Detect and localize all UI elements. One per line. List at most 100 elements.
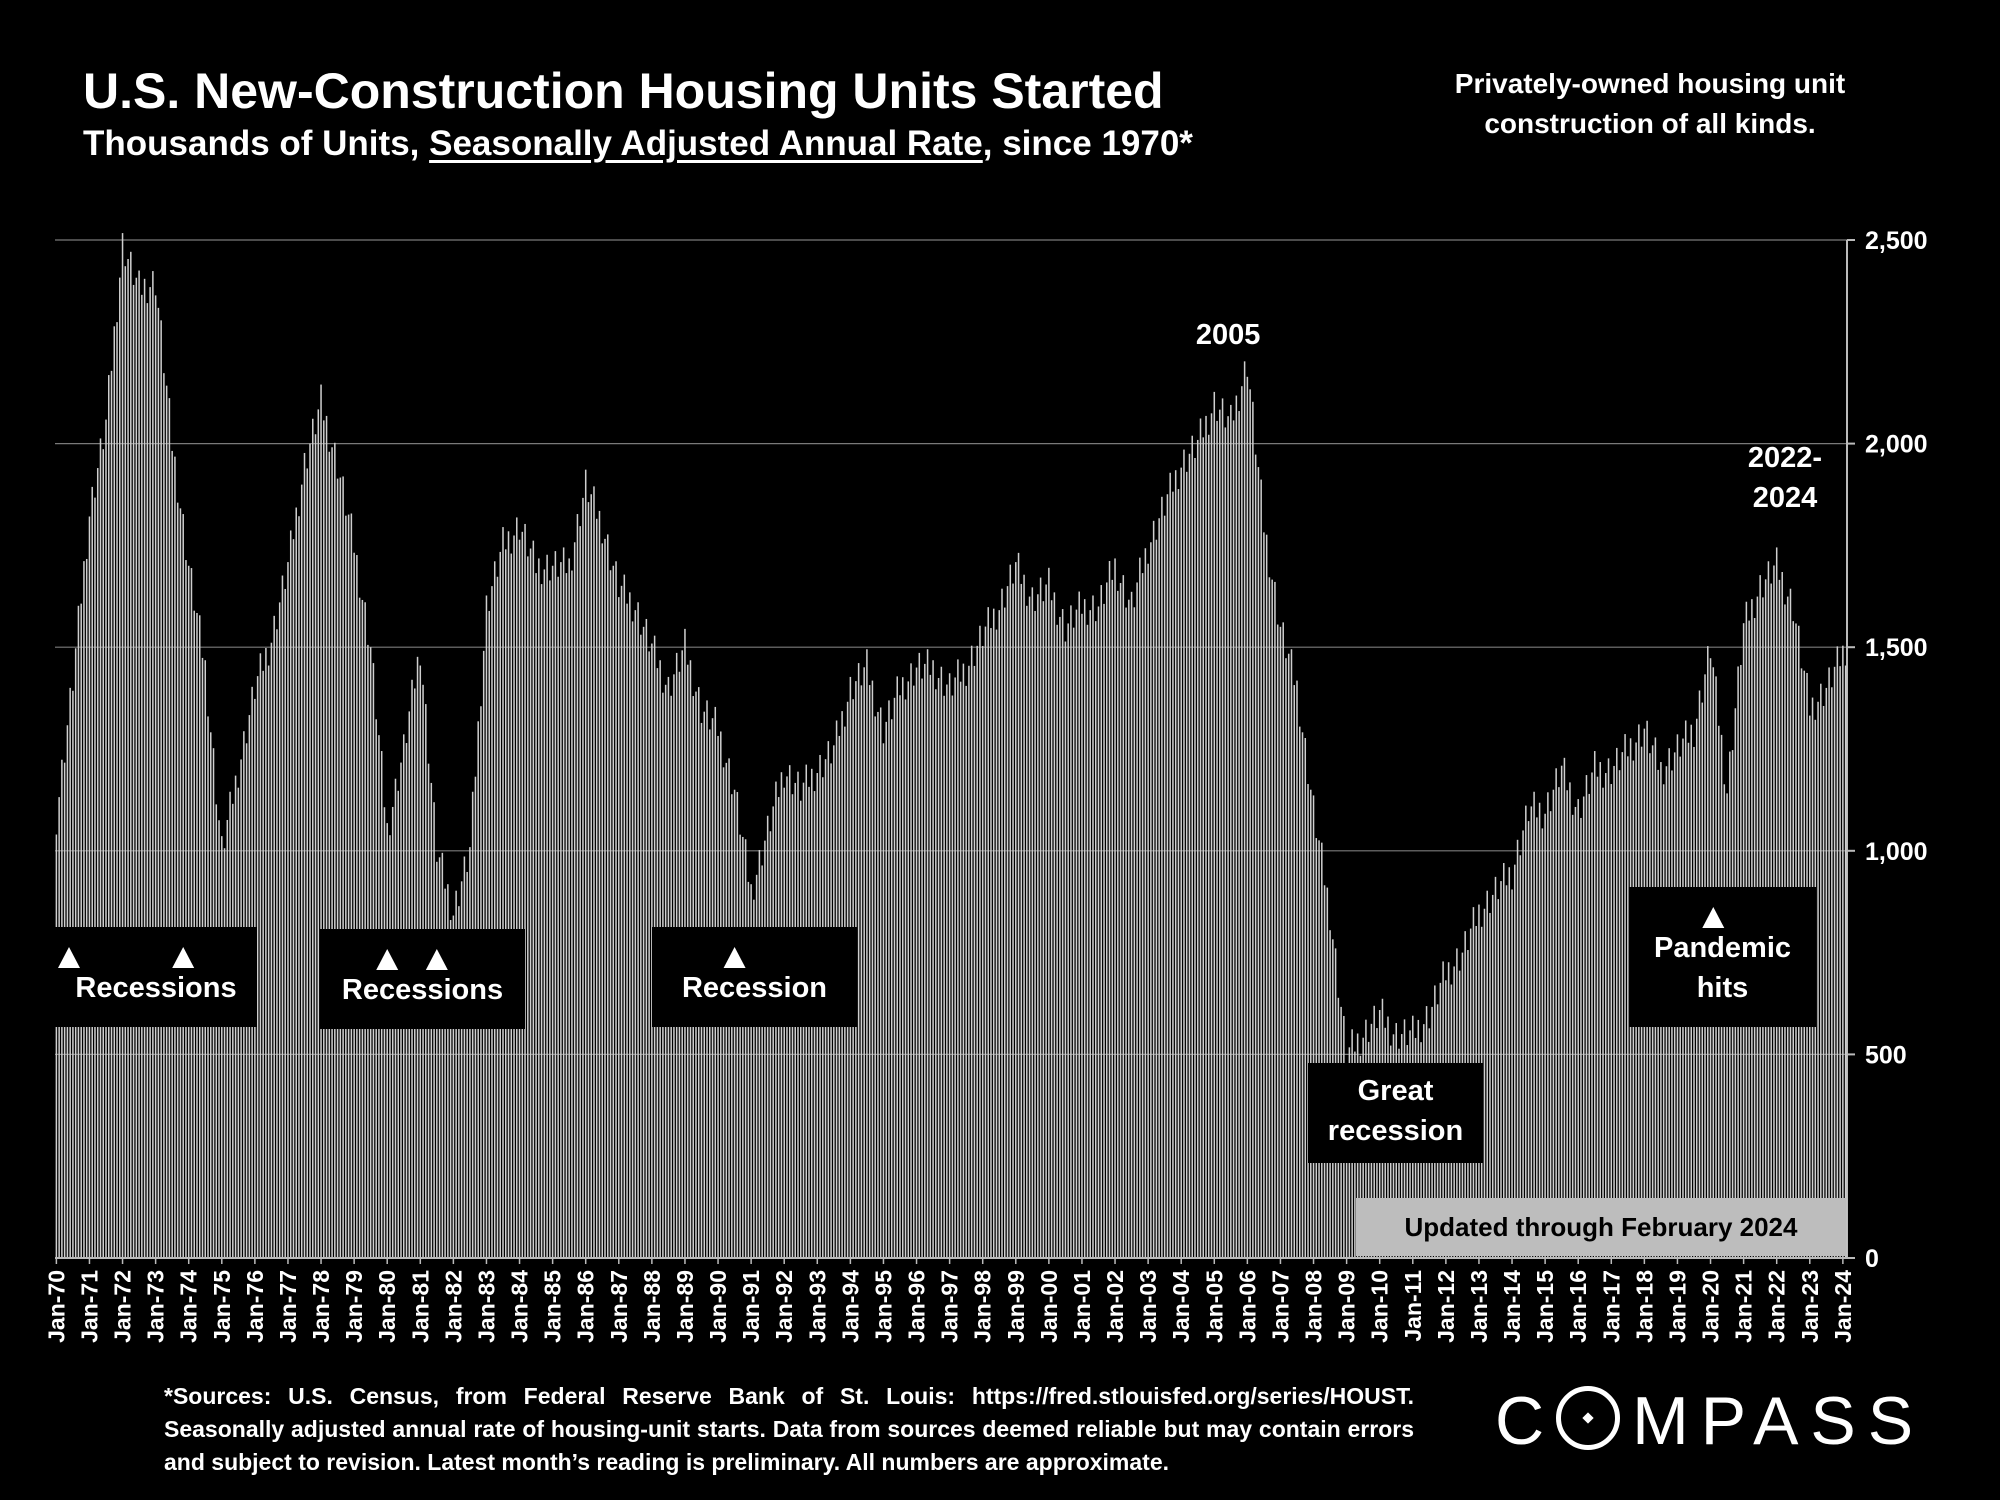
bar xyxy=(347,514,350,1258)
bar xyxy=(88,516,91,1258)
bar xyxy=(518,539,521,1258)
bar xyxy=(1183,449,1185,1258)
bar xyxy=(866,649,868,1258)
bar xyxy=(764,840,766,1258)
bar xyxy=(1599,762,1602,1258)
bar xyxy=(1527,821,1530,1258)
bar xyxy=(1166,494,1169,1259)
bar xyxy=(1067,623,1069,1258)
bar xyxy=(951,695,954,1258)
bar xyxy=(1516,839,1519,1258)
bar xyxy=(121,233,124,1258)
bar xyxy=(493,561,496,1258)
x-tick-label: Jan-85 xyxy=(540,1270,566,1343)
bar xyxy=(91,486,93,1258)
bar xyxy=(587,502,590,1258)
x-tick-label: Jan-09 xyxy=(1334,1270,1360,1343)
bar xyxy=(618,597,620,1258)
subtitle-lead: Thousands of Units, xyxy=(83,124,430,163)
bar xyxy=(910,663,912,1258)
bar xyxy=(99,438,102,1258)
bar xyxy=(1017,552,1020,1258)
x-tick-label: Jan-05 xyxy=(1201,1270,1227,1343)
bar xyxy=(1103,603,1105,1258)
bar xyxy=(469,847,471,1258)
bar xyxy=(516,517,518,1258)
bar xyxy=(163,373,165,1258)
bar xyxy=(323,420,325,1258)
bar xyxy=(295,507,297,1258)
bar xyxy=(1563,757,1566,1258)
bar xyxy=(1616,747,1618,1258)
bar xyxy=(871,680,874,1258)
bar xyxy=(1483,908,1486,1258)
bar xyxy=(1050,600,1053,1258)
bar xyxy=(946,684,948,1258)
bar xyxy=(1064,641,1067,1258)
y-tick-label: 1,000 xyxy=(1865,838,1928,866)
bar xyxy=(1070,605,1072,1258)
bar xyxy=(1285,658,1287,1258)
bar xyxy=(777,797,780,1258)
bar xyxy=(954,677,956,1258)
bar xyxy=(1048,567,1050,1258)
bar xyxy=(1004,607,1006,1258)
x-tick-label: Jan-02 xyxy=(1102,1270,1128,1343)
chart-note: Privately-owned housing unit constructio… xyxy=(1454,68,1846,139)
bar xyxy=(1585,775,1588,1258)
bar xyxy=(1541,828,1544,1258)
x-tick-label: Jan-16 xyxy=(1565,1270,1591,1343)
x-tick-label: Jan-92 xyxy=(771,1270,797,1343)
bar xyxy=(1210,413,1213,1259)
bar xyxy=(874,716,876,1258)
callout-label: Recession xyxy=(682,972,827,1004)
bar xyxy=(642,626,645,1258)
bar xyxy=(637,602,639,1258)
bar xyxy=(1596,776,1599,1258)
bar xyxy=(1180,467,1182,1259)
bar xyxy=(739,834,741,1258)
bar xyxy=(1202,437,1205,1258)
x-tick-label: Jan-80 xyxy=(374,1270,400,1343)
x-tick-label: Jan-13 xyxy=(1466,1270,1492,1343)
bar xyxy=(1227,416,1229,1258)
bar xyxy=(1602,787,1604,1258)
bar xyxy=(1216,420,1218,1259)
bar xyxy=(1045,584,1047,1258)
bar xyxy=(334,442,336,1258)
callout-r1: Recessions xyxy=(55,927,257,1027)
bar xyxy=(538,558,540,1258)
bar xyxy=(1290,649,1293,1258)
bar xyxy=(1530,806,1533,1258)
bar xyxy=(1307,784,1309,1258)
bar xyxy=(1072,627,1075,1258)
x-tick-label: Jan-90 xyxy=(705,1270,731,1343)
bar xyxy=(1106,582,1108,1258)
bar xyxy=(948,673,951,1258)
bar xyxy=(1012,583,1014,1258)
bar xyxy=(984,626,987,1258)
bar xyxy=(127,259,129,1258)
bar xyxy=(157,307,160,1258)
bar xyxy=(223,848,226,1258)
x-tick-label: Jan-94 xyxy=(837,1270,863,1343)
bar xyxy=(1569,782,1571,1258)
bar xyxy=(1221,398,1224,1259)
bar xyxy=(857,663,860,1258)
bar xyxy=(543,569,546,1258)
bar xyxy=(937,678,940,1258)
bar xyxy=(962,663,965,1258)
bar xyxy=(433,802,435,1258)
bar xyxy=(1577,799,1579,1258)
bar xyxy=(138,270,140,1258)
bar xyxy=(1177,489,1180,1258)
bar xyxy=(513,535,515,1258)
bar xyxy=(1588,793,1590,1258)
bar xyxy=(466,871,468,1258)
bar xyxy=(1822,705,1825,1258)
bar xyxy=(132,284,135,1258)
bar xyxy=(176,502,179,1258)
bar xyxy=(924,663,926,1258)
bar xyxy=(893,697,896,1258)
bar xyxy=(595,518,598,1258)
